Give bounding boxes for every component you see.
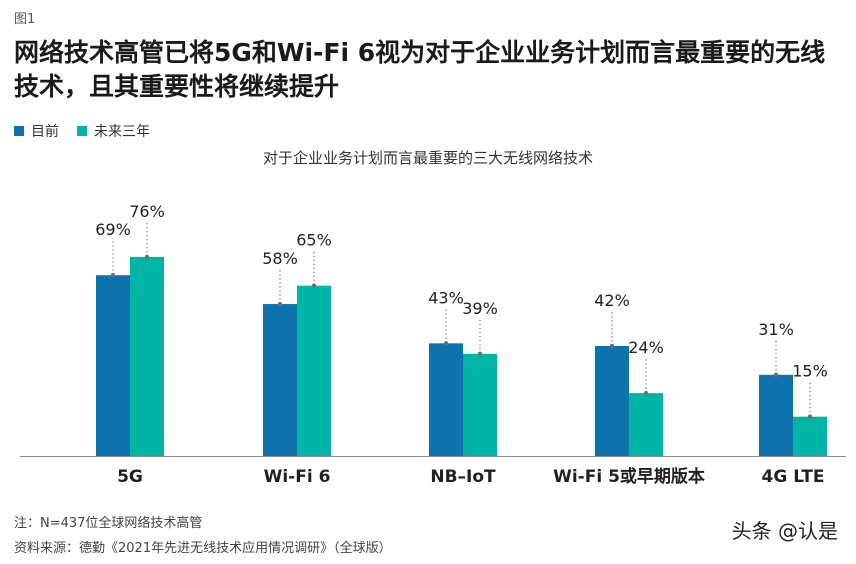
- data-label: 24%: [628, 338, 664, 357]
- sample-note: 注：N=437位全球网络技术高管: [14, 516, 203, 531]
- data-label: 58%: [262, 249, 298, 268]
- bar-future: [629, 393, 663, 456]
- leader-dot: [110, 273, 116, 278]
- leader-dot: [477, 351, 483, 357]
- data-label: 39%: [462, 299, 498, 318]
- bar-current: [429, 343, 463, 456]
- bar-future: [463, 353, 497, 456]
- data-label: 65%: [296, 231, 332, 250]
- legend-item-future: 未来三年: [77, 121, 150, 141]
- watermark: 头条 @认是: [731, 519, 838, 543]
- figure-label: 图1: [14, 12, 36, 27]
- page-title: 网络技术高管已将5G和Wi-Fi 6视为对于企业业务计划而言最重要的无线技术，且…: [14, 38, 826, 101]
- bar-current: [96, 275, 130, 456]
- chart-legend: 目前 未来三年: [14, 121, 168, 141]
- category-label: NB–IoT: [430, 467, 496, 487]
- data-label: 69%: [95, 220, 131, 239]
- leader-dot: [443, 341, 449, 346]
- data-label: 42%: [594, 291, 630, 310]
- leader-dot: [643, 390, 649, 396]
- leader-dot: [773, 372, 779, 377]
- legend-swatch-future: [77, 126, 87, 136]
- legend-swatch-current: [14, 126, 24, 136]
- bar-chart: 69%76% 5G 58%65% Wi-Fi 6 43%39% NB–IoT 42% 24% W…: [20, 202, 846, 487]
- source-note: 资料来源：德勤《2021年先进无线技术应用情况调研》（全球版）: [14, 541, 392, 556]
- category-label: 5G: [117, 467, 143, 487]
- bar-future: [297, 285, 331, 456]
- bar-future: [793, 416, 827, 456]
- leader-dot: [144, 254, 150, 260]
- data-label: 43%: [428, 288, 464, 307]
- legend-label-current: 目前: [31, 124, 59, 140]
- category-label: Wi-Fi 6: [264, 467, 331, 487]
- category-label: Wi-Fi 5或早期版本: [553, 466, 705, 487]
- leader-dot: [277, 301, 283, 307]
- legend-label-future: 未来三年: [94, 124, 150, 140]
- category-label: 4G LTE: [762, 467, 825, 487]
- bar-current: [595, 345, 629, 456]
- legend-item-current: 目前: [14, 121, 59, 141]
- leader-dot: [311, 283, 317, 288]
- bar-future: [130, 256, 164, 456]
- bar-current: [759, 374, 793, 456]
- bar-current: [263, 304, 297, 456]
- data-label: 31%: [758, 320, 794, 339]
- chart-title: 对于企业业务计划而言最重要的三大无线网络技术: [262, 149, 593, 167]
- leader-dot: [807, 414, 813, 419]
- data-label: 76%: [129, 202, 165, 221]
- leader-dot: [609, 343, 615, 349]
- data-label: 15%: [792, 362, 828, 381]
